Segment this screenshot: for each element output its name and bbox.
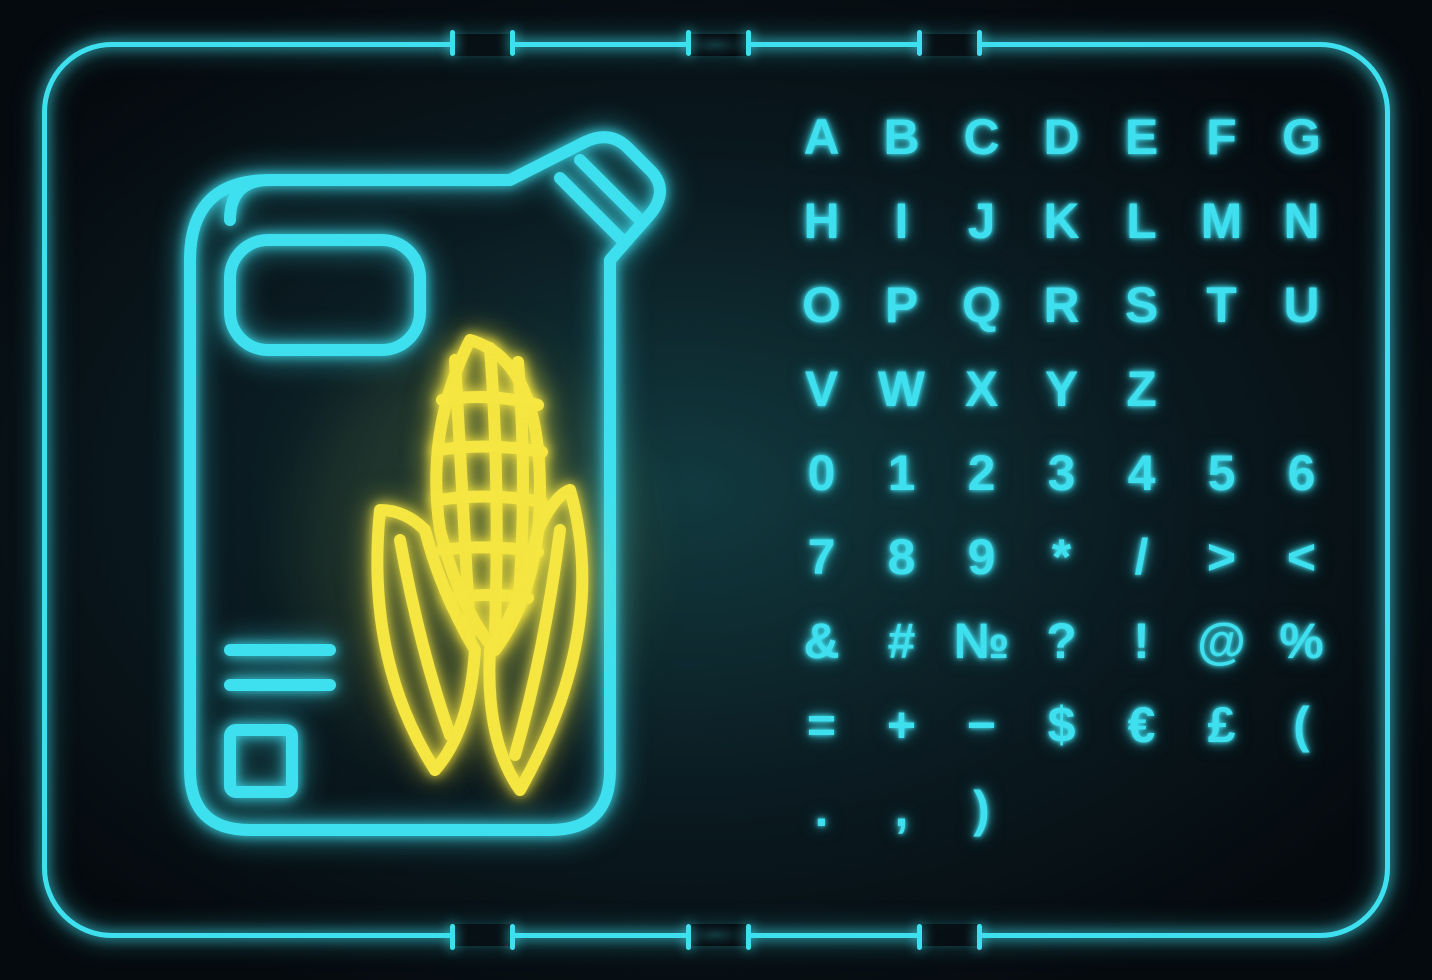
glyph (1182, 784, 1262, 834)
glyph: % (1262, 616, 1342, 666)
frame-gap (686, 924, 746, 946)
glyph: 9 (942, 532, 1022, 582)
glyph: 6 (1262, 448, 1342, 498)
glyph: 3 (1022, 448, 1102, 498)
frame-tick (686, 30, 691, 56)
glyph: & (782, 616, 862, 666)
glyph: # (862, 616, 942, 666)
frame-gap (455, 34, 515, 56)
biofuel-canister-icon (140, 130, 700, 850)
frame-tick (686, 924, 691, 950)
glyph: B (862, 112, 942, 162)
glyph: $ (1022, 700, 1102, 750)
frame-gap (686, 34, 746, 56)
glyph: , (862, 784, 942, 834)
glyph: Y (1022, 364, 1102, 414)
glyph (1022, 784, 1102, 834)
frame-gap (917, 34, 977, 56)
frame-tick (450, 924, 455, 950)
glyph: N (1262, 196, 1342, 246)
glyph: V (782, 364, 862, 414)
neon-alphabet-grid: ABCDEFG HIJKLMN OPQRSTU VWXYZ 0123456 789*/><… (782, 112, 1342, 834)
frame-gap (917, 924, 977, 946)
glyph: O (782, 280, 862, 330)
glyph: 1 (862, 448, 942, 498)
glyph: D (1022, 112, 1102, 162)
glyph: C (942, 112, 1022, 162)
glyph: > (1182, 532, 1262, 582)
glyph: F (1182, 112, 1262, 162)
glyph: = (782, 700, 862, 750)
glyph: Z (1102, 364, 1182, 414)
frame-tick (510, 30, 515, 56)
glyph: L (1102, 196, 1182, 246)
glyph: 8 (862, 532, 942, 582)
glyph: W (862, 364, 942, 414)
glyph: 4 (1102, 448, 1182, 498)
glyph: / (1102, 532, 1182, 582)
frame-tick (917, 924, 922, 950)
glyph: T (1182, 280, 1262, 330)
frame-tick (977, 924, 982, 950)
glyph: ) (942, 784, 1022, 834)
frame-gap (455, 924, 515, 946)
glyph: E (1102, 112, 1182, 162)
glyph: ( (1262, 700, 1342, 750)
glyph: № (942, 616, 1022, 666)
frame-tick (510, 924, 515, 950)
glyph: H (782, 196, 862, 246)
glyph (1262, 364, 1342, 414)
glyph: A (782, 112, 862, 162)
glyph: ? (1022, 616, 1102, 666)
glyph: J (942, 196, 1022, 246)
glyph (1262, 784, 1342, 834)
glyph: £ (1182, 700, 1262, 750)
glyph: K (1022, 196, 1102, 246)
glyph: X (942, 364, 1022, 414)
frame-tick (746, 30, 751, 56)
glyph: + (862, 700, 942, 750)
glyph: 2 (942, 448, 1022, 498)
glyph: . (782, 784, 862, 834)
glyph: < (1262, 532, 1342, 582)
glyph: € (1102, 700, 1182, 750)
glyph (1102, 784, 1182, 834)
glyph: ! (1102, 616, 1182, 666)
glyph: S (1102, 280, 1182, 330)
glyph: @ (1182, 616, 1262, 666)
frame-tick (917, 30, 922, 56)
glyph: I (862, 196, 942, 246)
frame-tick (977, 30, 982, 56)
glyph: G (1262, 112, 1342, 162)
glyph: 0 (782, 448, 862, 498)
glyph: Q (942, 280, 1022, 330)
glyph: * (1022, 532, 1102, 582)
glyph: R (1022, 280, 1102, 330)
glyph: M (1182, 196, 1262, 246)
glyph: U (1262, 280, 1342, 330)
glyph: P (862, 280, 942, 330)
frame-tick (746, 924, 751, 950)
glyph: − (942, 700, 1022, 750)
glyph: 5 (1182, 448, 1262, 498)
frame-tick (450, 30, 455, 56)
glyph (1182, 364, 1262, 414)
glyph: 7 (782, 532, 862, 582)
